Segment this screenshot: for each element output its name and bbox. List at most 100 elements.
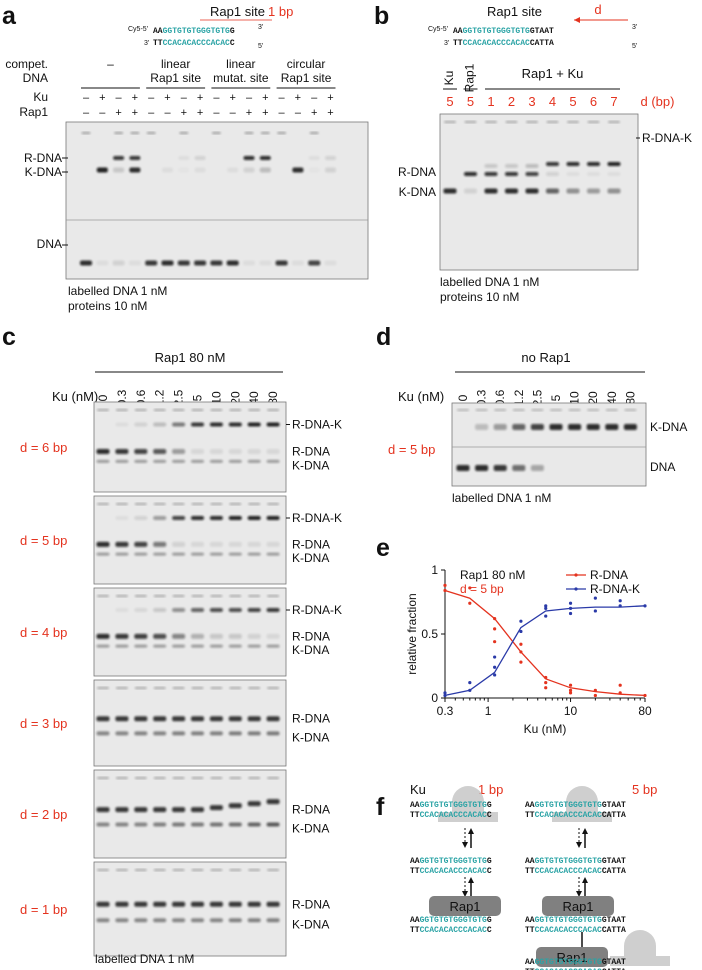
d-ku-value: 5 — [549, 394, 563, 401]
c-band-well — [248, 777, 261, 779]
b-band-label-r-dna: R-DNA — [398, 165, 436, 179]
c-band-r-dna — [191, 633, 204, 639]
c-band-r-dna — [134, 807, 148, 813]
a-band-r-dna — [259, 156, 271, 160]
b-d-value: 5 — [467, 94, 474, 109]
e-data-point — [519, 642, 523, 646]
d-band-k-dna — [568, 424, 582, 430]
c-band-well — [134, 503, 147, 505]
c-note: labelled DNA 1 nM — [95, 952, 194, 966]
d-band-well — [475, 409, 488, 411]
c-band-r-dna-k — [228, 422, 242, 427]
c-band-well — [134, 595, 147, 597]
c-ku-value: 20 — [228, 391, 242, 405]
c-band-well — [210, 503, 223, 505]
b-band-k-dna — [525, 188, 539, 194]
a-band-free-dna — [161, 260, 174, 266]
c-band-r-dna — [134, 901, 148, 907]
c-band-well — [153, 869, 166, 871]
c-ku-value: 80 — [266, 391, 280, 405]
c-band-well — [172, 595, 185, 597]
c-band-r-dna — [209, 633, 223, 639]
d-ku-value: 80 — [623, 391, 637, 405]
f-right-dna2-top: AAGGTGTGTGGGTGTGGTAAT — [525, 857, 626, 866]
c-band-well — [115, 595, 128, 597]
e-data-point — [519, 650, 523, 654]
panel-label-f: f — [376, 793, 385, 821]
c-gel-5 — [93, 769, 287, 859]
c-band-well — [191, 687, 204, 689]
c-band-r-dna — [153, 633, 167, 639]
d-band-free-dna — [475, 465, 489, 471]
c-band-r-dna — [191, 449, 204, 454]
d-band-well — [605, 409, 618, 411]
a-ku-sign: – — [246, 92, 253, 104]
c-band-r-dna — [247, 716, 261, 722]
f-right-dna4-top: AAGGTGTGTGGGTGTGGTAAT — [525, 958, 626, 967]
f-arrow-right-2-head2 — [576, 891, 582, 897]
c-header: Rap1 80 nM — [155, 350, 226, 365]
a-band-r-dna — [325, 156, 336, 160]
b-p3-bot: 3' — [444, 40, 449, 47]
c-band-r-dna — [115, 449, 129, 454]
e-data-point — [568, 606, 573, 611]
c-band-well — [229, 409, 242, 411]
d-band-k-dna — [586, 424, 600, 430]
c-band-k-dna — [247, 918, 261, 923]
d-ku-value: 2.5 — [530, 389, 544, 406]
c-band-k-dna — [228, 552, 242, 556]
c-band-k-dna — [172, 918, 186, 923]
b-d-unit: d (bp) — [641, 94, 675, 109]
c-ku-value: 0 — [96, 394, 110, 401]
f-right-bp: 5 bp — [632, 782, 657, 797]
c-band-r-dna — [172, 716, 186, 722]
b-band-k-dna — [546, 188, 559, 194]
b-band-r-dna — [484, 172, 498, 176]
a-ku-sign: + — [132, 92, 138, 104]
panel-label-a: a — [2, 2, 17, 30]
c-band-k-dna — [115, 459, 129, 463]
a-ku-sign: – — [213, 92, 220, 104]
c-band-r-dna-k — [153, 516, 167, 520]
c-band-k-dna — [134, 644, 148, 648]
a-rap1-sign: – — [230, 107, 237, 119]
d-band-well — [494, 409, 507, 411]
e-data-point — [618, 604, 622, 608]
d-ku-value: 1.2 — [512, 389, 526, 406]
c-band-r-dna — [228, 541, 242, 547]
b-band-k-dna — [505, 188, 518, 194]
f-arrow-left-1-head — [468, 828, 474, 834]
e-y-tick-label: 1 — [431, 563, 438, 577]
c-band-r-dna — [247, 449, 261, 454]
a-band-label-dna: DNA — [37, 237, 62, 251]
f-rap1-left — [429, 896, 501, 916]
c-band-well — [210, 409, 223, 411]
e-data-point — [593, 609, 597, 613]
c-d-label-1: d = 6 bp — [20, 440, 67, 455]
e-data-point — [618, 691, 622, 695]
a-band-free-dna — [145, 260, 158, 266]
b-band-k-dna — [443, 188, 457, 194]
c-band-well — [229, 777, 242, 779]
a-rap1-sign: + — [246, 107, 252, 119]
f-ku-label: Ku — [410, 782, 426, 797]
c-band-r-dna — [153, 901, 167, 907]
c-band-r-dna — [228, 716, 242, 722]
a-band-label-k-dna: K-DNA — [25, 165, 62, 179]
c-band-r-dna-k — [134, 608, 148, 612]
f-arrow-left-1-head2 — [462, 842, 468, 848]
c-band-well — [248, 503, 261, 505]
d-band-free-dna — [493, 465, 507, 471]
e-x-tick-label: 10 — [564, 704, 578, 718]
a-band-k-dna — [325, 167, 336, 173]
c-band-k-dna — [172, 644, 186, 648]
e-title: Rap1 80 nM — [460, 568, 525, 582]
e-data-point — [493, 655, 497, 659]
b-band-r-dna-k — [587, 162, 600, 166]
d-band-free-dna — [530, 465, 544, 471]
e-data-point — [568, 601, 573, 605]
a-band-free-dna — [308, 260, 321, 266]
c-band-well — [191, 777, 204, 779]
c-band-well — [267, 595, 280, 597]
c-band-k-dna — [209, 731, 223, 736]
